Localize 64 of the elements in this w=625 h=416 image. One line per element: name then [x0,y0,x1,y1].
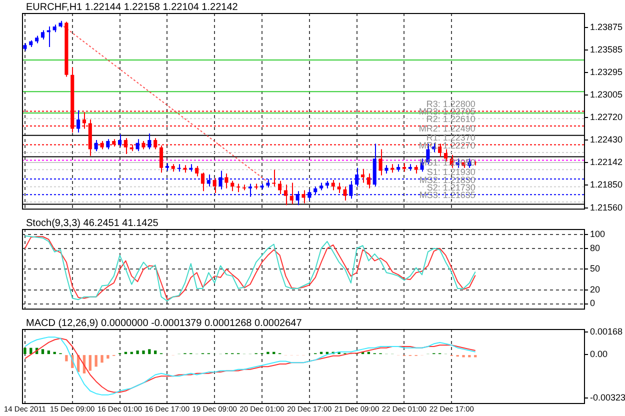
candlestick [331,180,335,191]
chart-title: EURCHF,H1 1.22144 1.22158 1.22104 1.22142 [26,2,238,13]
bar [266,352,270,354]
ref-line-label: S1: 1.21930 [426,166,476,177]
y-tick-label: 50 [590,264,600,274]
y-tick-label: 1.23295 [590,67,623,78]
bar [47,350,50,354]
y-tick-label: 1.23005 [590,90,623,100]
y-tick-label: 1.22720 [590,112,623,122]
chart-title: Stoch(9,3,3) 46.2451 41.1425 [26,218,159,229]
candlestick [40,30,45,40]
bar [100,355,104,363]
y-tick-label: 1.23585 [590,44,623,54]
candlestick [278,180,282,194]
ref-line-label: R2: 1.22610 [426,114,476,124]
bar [148,349,151,354]
y-tick-label: 1.22430 [590,134,623,145]
y-tick-label: 0.00 [590,349,608,360]
y-tick-label: 0.00168 [590,326,623,336]
y-tick-label: 1.21560 [590,202,623,212]
y-tick-label: 20 [590,284,600,294]
candlestick [76,110,80,134]
candlestick [378,148,382,176]
y-tick-label: 0 [590,298,596,308]
candlestick [94,140,98,152]
y-tick-label: -0.00323 [590,392,625,403]
candlestick [224,173,228,189]
candlestick [136,138,140,152]
y-tick-label: 80 [590,242,600,253]
candlestick [254,183,258,190]
bar [136,350,139,354]
bar [65,355,68,362]
candlestick [118,134,122,147]
candlestick [284,184,288,206]
bar [94,355,98,367]
candlestick [195,166,199,177]
y-tick-label: 1.23875 [590,22,623,32]
bar [24,348,26,354]
candlestick [366,173,370,189]
ref-line-label: R3: 1.22800 [426,99,476,110]
candlestick [236,183,240,193]
bar [154,350,157,354]
ref-line-label: MS2: 1.21830 [419,174,476,185]
candlestick [106,138,110,150]
candlestick [148,132,152,150]
bar [142,350,145,354]
candlestick [343,186,347,201]
y-tick-label: 1.21850 [590,180,623,190]
bar [88,355,92,371]
candlestick [159,145,164,174]
y-tick-label: 1.22142 [590,156,623,167]
candlestick [230,180,234,192]
y-tick-label: 100 [590,229,606,240]
candlestick [337,182,341,194]
bar [41,349,44,354]
candlestick [290,182,294,205]
ref-line-label: MR2: 1.22490 [418,123,476,134]
candlestick [200,172,205,192]
candlestick [302,190,306,204]
candlestick [212,178,216,194]
bar [106,355,110,359]
candlestick [360,168,365,184]
chart-title: MACD (12,26,9) 0.0000000 -0.0001379 0.0001268 0.0002647 [26,318,302,329]
candlestick [46,26,50,48]
